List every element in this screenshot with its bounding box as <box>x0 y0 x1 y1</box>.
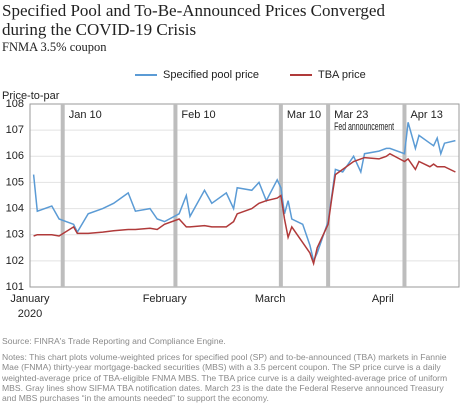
y-tick-label: 101 <box>6 281 24 293</box>
event-label: Mar 10 <box>287 109 321 121</box>
event-label: Jan 10 <box>69 109 102 121</box>
event-label: Mar 23 <box>334 109 368 121</box>
x-tick-label: April <box>372 293 394 305</box>
y-tick-label: 103 <box>6 229 24 241</box>
x-tick-label: February <box>143 293 188 305</box>
y-tick-label: 104 <box>6 202 24 214</box>
event-label: Feb 10 <box>181 109 215 121</box>
chart-title: Specified Pool and To-Be-Announced Price… <box>2 1 385 20</box>
event-band <box>173 104 178 287</box>
x-tick-label: January <box>10 293 50 305</box>
series-line <box>33 152 456 267</box>
y-tick-label: 107 <box>6 124 24 136</box>
event-label: Apr 13 <box>410 109 442 121</box>
y-tick-label: 102 <box>6 255 24 267</box>
chart-title: during the COVID-19 Crisis <box>2 20 196 39</box>
source: Source: FINRA's Trade Reporting and Comp… <box>2 336 226 346</box>
plot-frame <box>29 103 460 288</box>
y-tick-label: 105 <box>6 176 24 188</box>
event-note: Fed announcement <box>334 121 394 133</box>
chart-subtitle: FNMA 3.5% coupon <box>2 40 107 54</box>
x-tick-label: March <box>255 293 286 305</box>
event-band <box>326 104 331 287</box>
event-band <box>60 104 65 287</box>
legend-label: Specified pool price <box>163 69 259 81</box>
y-tick-label: 108 <box>6 98 24 110</box>
event-band <box>402 104 407 287</box>
series-line <box>32 122 456 264</box>
x-year-label: 2020 <box>18 308 42 320</box>
notes: Notes: This chart plots volume-weighted … <box>2 352 448 404</box>
chart: Specified Pool and To-Be-Announced Price… <box>2 1 460 320</box>
y-axis-label: Price-to-par <box>2 90 60 102</box>
legend-label: TBA price <box>318 69 366 81</box>
y-tick-label: 106 <box>6 150 24 162</box>
